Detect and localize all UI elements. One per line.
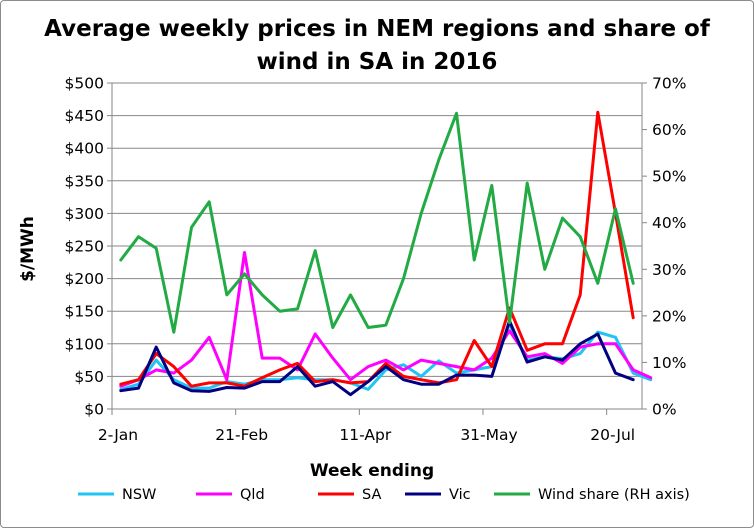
x-tick-label: 31-May bbox=[460, 426, 517, 444]
y2-tick-label: 10% bbox=[652, 354, 686, 372]
x-axis-title: Week ending bbox=[310, 461, 434, 481]
x-tick-label: 11-Apr bbox=[339, 426, 391, 444]
x-tick-label: 2-Jan bbox=[98, 426, 138, 444]
y-tick-label: $0 bbox=[84, 401, 104, 419]
y-tick-label: $200 bbox=[65, 270, 104, 288]
legend-label: SA bbox=[362, 487, 381, 503]
legend-label: Vic bbox=[449, 487, 471, 503]
y2-tick-label: 40% bbox=[652, 214, 686, 232]
axes: $0 $50 $100 $150 $200 $250 $300 $350 $400 $450 $50… bbox=[65, 75, 687, 445]
y2-tick-label: 60% bbox=[652, 121, 686, 139]
legend-label: Wind share (RH axis) bbox=[538, 487, 690, 503]
series-line-vic bbox=[119, 319, 635, 397]
gridlines bbox=[112, 82, 642, 377]
legend-label: Qld bbox=[240, 487, 265, 503]
series-line-qld bbox=[119, 251, 653, 388]
y-axis-title: $/MWh bbox=[18, 216, 38, 282]
y-tick-label: $150 bbox=[65, 303, 104, 321]
chart-title-line-1: Average weekly prices in NEM regions and… bbox=[44, 16, 711, 42]
y-tick-label: $450 bbox=[65, 107, 104, 125]
x-tick-label: 21-Feb bbox=[215, 426, 268, 444]
y-tick-label: $50 bbox=[74, 368, 104, 386]
y2-tick-label: 20% bbox=[652, 307, 686, 325]
legend-label: NSW bbox=[122, 487, 156, 503]
legend: NSW Qld SA Vic Wind share (RH axis) bbox=[78, 487, 690, 503]
series-line-sa bbox=[119, 110, 635, 388]
y-tick-label: $400 bbox=[65, 140, 104, 158]
series-lines bbox=[119, 110, 653, 397]
y2-tick-label: 0% bbox=[652, 401, 677, 419]
y2-tick-label: 30% bbox=[652, 261, 686, 279]
y-tick-label: $250 bbox=[65, 238, 104, 256]
x-tick-label: 20-Jul bbox=[590, 426, 635, 444]
y2-tick-label: 50% bbox=[652, 168, 686, 186]
y2-tick-label: 70% bbox=[652, 75, 686, 93]
y-tick-label: $500 bbox=[65, 75, 104, 93]
y-tick-label: $100 bbox=[65, 335, 104, 353]
series-line-wind-share-rh-axis bbox=[119, 111, 635, 334]
y-tick-label: $300 bbox=[65, 205, 104, 223]
y-tick-label: $350 bbox=[65, 172, 104, 190]
chart-title-line-2: wind in SA in 2016 bbox=[257, 49, 498, 75]
